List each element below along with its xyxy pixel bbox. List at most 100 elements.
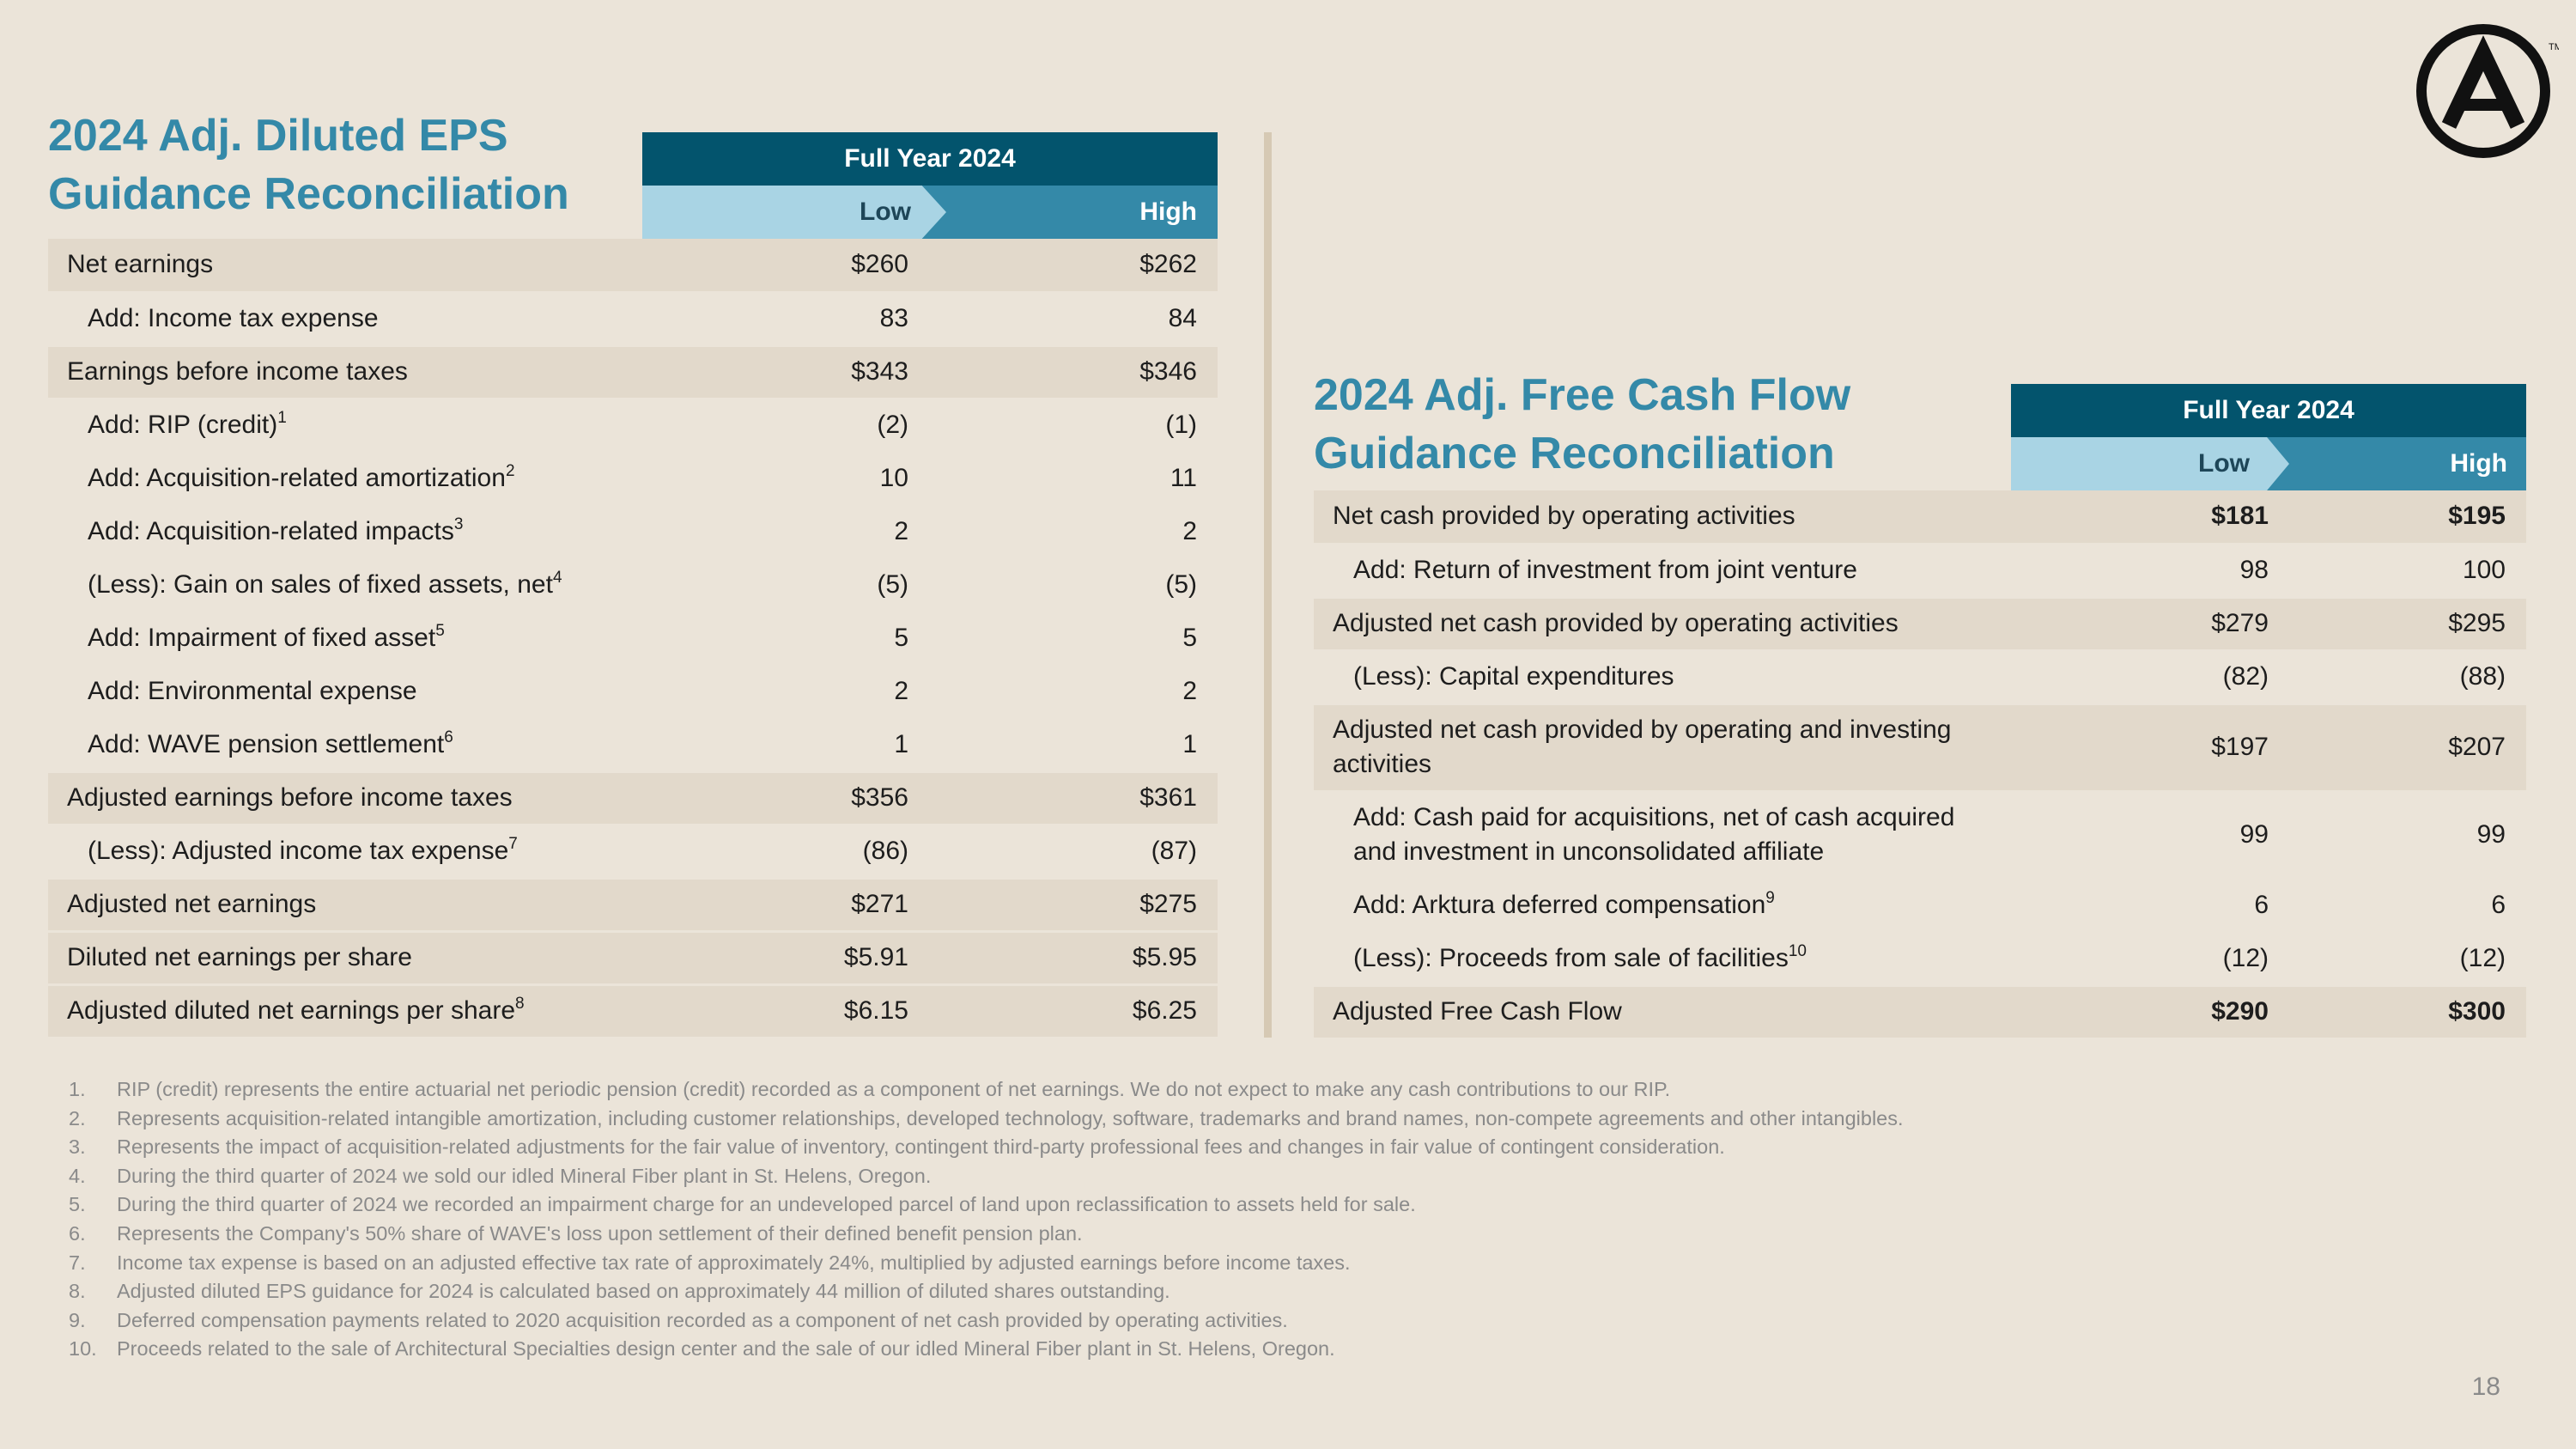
footnote-ref: 3	[453, 515, 464, 533]
row-label: (Less): Capital expenditures	[1314, 650, 2011, 705]
eps-title-line2: Guidance Reconciliation	[48, 169, 569, 219]
row-label: Adjusted Free Cash Flow	[1314, 985, 2011, 1040]
row-high: 2	[929, 665, 1218, 720]
row-high: (12)	[2289, 932, 2526, 987]
armstrong-logo-icon: TM	[2416, 24, 2559, 158]
row-high: (5)	[929, 558, 1218, 613]
footnote-item: 3. Represents the impact of acquisition-r…	[69, 1135, 1725, 1159]
row-high: $5.95	[929, 931, 1218, 986]
row-low: 99	[2011, 791, 2289, 880]
row-low: $290	[2011, 985, 2289, 1040]
fcf-header-low-chevron	[2011, 437, 2289, 490]
row-high: 84	[929, 292, 1218, 347]
row-low: $279	[2011, 597, 2289, 652]
table-row: Adjusted earnings before income taxes $35…	[48, 771, 1218, 826]
table-row: Adjusted net cash provided by operating …	[1314, 703, 2526, 793]
row-high: $195	[2289, 490, 2526, 545]
row-label: Adjusted earnings before income taxes	[48, 771, 642, 826]
footnote-ref: 7	[508, 835, 518, 853]
footnote-item: 7. Income tax expense is based on an adju…	[69, 1251, 1351, 1274]
row-low: 10	[642, 452, 929, 507]
row-low: 2	[642, 665, 929, 720]
row-low: $343	[642, 345, 929, 400]
page-number: 18	[2471, 1373, 2500, 1401]
row-low: 6	[2011, 879, 2289, 934]
footnotes: 1. RIP (credit) represents the entire act…	[69, 1075, 1904, 1364]
footnote-item: 2. Represents acquisition-related intangi…	[69, 1106, 1904, 1129]
row-label: Add: Acquisition-related impacts3	[48, 505, 642, 560]
logo-trademark: TM	[2549, 42, 2559, 52]
row-label: Net cash provided by operating activitie…	[1314, 490, 2011, 545]
table-row: Add: RIP (credit)1 (2) (1)	[48, 399, 1218, 454]
row-low: $356	[642, 771, 929, 826]
row-label: Add: Acquisition-related amortization2	[48, 452, 642, 507]
table-row: Adjusted diluted net earnings per share8…	[48, 984, 1218, 1039]
row-label: Adjusted net earnings	[48, 878, 642, 933]
row-high: $346	[929, 345, 1218, 400]
footnote-item: 6. Represents the Company's 50% share of …	[69, 1221, 1083, 1245]
row-low: $6.15	[642, 984, 929, 1039]
table-row: Adjusted net cash provided by operating …	[1314, 597, 2526, 652]
footnote-item: 10. Proceeds related to the sale of Archi…	[69, 1337, 1335, 1361]
row-label: Earnings before income taxes	[48, 345, 642, 400]
row-label: Add: WAVE pension settlement6	[48, 718, 642, 773]
table-row: Net cash provided by operating activitie…	[1314, 490, 2526, 545]
row-low: $181	[2011, 490, 2289, 545]
eps-header-high: High	[1139, 198, 1197, 226]
fcf-header-full-year: Full Year 2024	[2011, 384, 2526, 437]
eps-title: 2024 Adj. Diluted EPS Guidance Reconcili…	[48, 107, 569, 223]
row-label: (Less): Gain on sales of fixed assets, n…	[48, 558, 642, 613]
footnote-ref: 8	[515, 995, 525, 1013]
row-label: (Less): Proceeds from sale of facilities…	[1314, 932, 2011, 987]
row-high: $6.25	[929, 984, 1218, 1039]
row-high: 99	[2289, 791, 2526, 880]
row-high: 1	[929, 718, 1218, 773]
row-high: $295	[2289, 597, 2526, 652]
table-row: (Less): Gain on sales of fixed assets, n…	[48, 558, 1218, 613]
eps-header-full-year: Full Year 2024	[642, 132, 1218, 186]
table-row: Add: Acquisition-related impacts3 2 2	[48, 505, 1218, 560]
footnote-ref: 1	[277, 409, 287, 427]
row-high: (1)	[929, 399, 1218, 454]
fcf-header-high: High	[2450, 449, 2507, 478]
row-low: (86)	[642, 825, 929, 880]
row-label: (Less): Adjusted income tax expense7	[48, 825, 642, 880]
row-low: $5.91	[642, 931, 929, 986]
row-high: 11	[929, 452, 1218, 507]
fcf-title: 2024 Adj. Free Cash Flow Guidance Reconc…	[1314, 366, 1850, 483]
fcf-table-header: Full Year 2024 Low High	[2011, 384, 2526, 490]
footnote-ref: 4	[552, 569, 562, 587]
row-high: $361	[929, 771, 1218, 826]
fcf-title-line1: 2024 Adj. Free Cash Flow	[1314, 370, 1851, 420]
eps-header-low: Low	[860, 198, 911, 226]
row-high: 100	[2289, 544, 2526, 599]
row-high: $262	[929, 239, 1218, 294]
table-row: Add: Arktura deferred compensation9 6 6	[1314, 879, 2526, 934]
footnote-item: 9. Deferred compensation payments related…	[69, 1308, 1288, 1331]
row-label: Add: Return of investment from joint ven…	[1314, 544, 2011, 599]
row-high: 5	[929, 612, 1218, 667]
row-label: Add: Environmental expense	[48, 665, 642, 720]
fcf-header-low: Low	[2198, 449, 2250, 478]
row-low: 98	[2011, 544, 2289, 599]
row-low: $197	[2011, 703, 2289, 793]
row-low: 2	[642, 505, 929, 560]
row-label: Adjusted net cash provided by operating …	[1314, 703, 2011, 793]
footnote-ref: 10	[1788, 942, 1807, 960]
row-low: 83	[642, 292, 929, 347]
row-label: Diluted net earnings per share	[48, 931, 642, 986]
fcf-reconciliation-table: Net cash provided by operating activitie…	[1314, 490, 2526, 1040]
row-low: $260	[642, 239, 929, 294]
row-low: 5	[642, 612, 929, 667]
eps-header-low-chevron	[642, 186, 946, 239]
eps-title-line1: 2024 Adj. Diluted EPS	[48, 111, 508, 161]
row-low: (5)	[642, 558, 929, 613]
footnote-item: 8. Adjusted diluted EPS guidance for 2024…	[69, 1280, 1170, 1303]
table-row: Add: Cash paid for acquisitions, net of …	[1314, 791, 2526, 880]
table-row: Add: Impairment of fixed asset5 5 5	[48, 612, 1218, 667]
row-low: 1	[642, 718, 929, 773]
eps-table-header: Full Year 2024 Low High	[642, 132, 1218, 239]
row-low: (2)	[642, 399, 929, 454]
table-row: Add: Acquisition-related amortization2 10…	[48, 452, 1218, 507]
row-high: 6	[2289, 879, 2526, 934]
